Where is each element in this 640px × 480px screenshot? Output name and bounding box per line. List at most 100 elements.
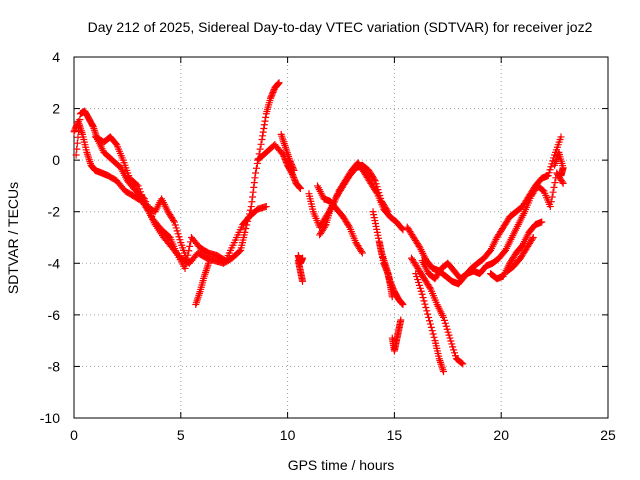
data-point xyxy=(260,124,268,132)
data-point xyxy=(73,139,81,147)
data-point xyxy=(299,277,307,285)
data-point xyxy=(445,331,453,339)
data-point xyxy=(425,313,433,321)
data-point xyxy=(376,192,384,200)
data-point xyxy=(274,80,282,88)
data-point xyxy=(235,247,243,255)
data-point xyxy=(288,161,296,169)
data-point xyxy=(267,94,275,102)
data-point xyxy=(259,132,267,140)
data-point xyxy=(71,126,79,134)
data-point xyxy=(546,166,554,174)
data-point xyxy=(384,208,392,216)
data-point xyxy=(261,117,269,125)
x-tick-label: 10 xyxy=(280,427,296,443)
data-point xyxy=(281,141,289,149)
data-point xyxy=(169,217,177,225)
data-point xyxy=(458,359,466,367)
series-track-d xyxy=(192,259,213,309)
data-point xyxy=(423,307,431,315)
data-point xyxy=(280,138,288,146)
data-point xyxy=(375,189,383,197)
data-point xyxy=(417,287,425,295)
series-track-u xyxy=(551,148,567,180)
x-axis-label: GPS time / hours xyxy=(288,457,395,473)
data-point xyxy=(547,198,555,206)
data-point xyxy=(250,183,258,191)
data-point xyxy=(373,228,381,236)
data-point xyxy=(278,134,286,142)
data-point xyxy=(192,299,200,307)
data-point xyxy=(397,316,405,324)
data-point xyxy=(443,325,451,333)
data-point xyxy=(290,166,298,174)
data-point xyxy=(252,169,260,177)
series-track-i xyxy=(316,161,392,239)
data-point xyxy=(545,169,553,177)
data-point xyxy=(249,188,257,196)
data-point xyxy=(174,230,182,238)
data-point xyxy=(290,173,298,181)
data-point xyxy=(287,159,295,167)
data-point xyxy=(137,188,145,196)
data-point xyxy=(371,177,379,185)
data-point xyxy=(85,156,93,164)
data-point xyxy=(75,127,83,135)
data-point xyxy=(398,300,406,308)
data-point xyxy=(420,297,428,305)
data-point xyxy=(440,368,448,376)
data-point xyxy=(436,358,444,366)
y-tick-label: -2 xyxy=(48,204,61,220)
data-point xyxy=(173,227,181,235)
data-point xyxy=(438,364,446,372)
y-tick-label: -8 xyxy=(48,358,61,374)
data-point xyxy=(421,300,429,308)
data-point xyxy=(380,261,388,269)
data-point xyxy=(171,221,179,229)
data-point xyxy=(141,200,149,208)
y-tick-label: 2 xyxy=(52,101,60,117)
data-point xyxy=(379,256,387,264)
data-point xyxy=(448,340,456,348)
data-point xyxy=(378,250,386,258)
data-point xyxy=(262,203,270,211)
series-track-j xyxy=(314,182,366,257)
data-point xyxy=(256,145,264,153)
data-point xyxy=(135,185,143,193)
data-point xyxy=(299,254,307,262)
data-point xyxy=(203,265,211,273)
data-point xyxy=(170,218,178,226)
data-point xyxy=(357,247,365,255)
data-point xyxy=(377,247,385,255)
data-point xyxy=(415,278,423,286)
y-tick-label: -4 xyxy=(48,255,61,271)
data-point xyxy=(84,152,92,160)
data-point xyxy=(258,136,266,144)
data-point xyxy=(83,150,91,158)
data-point xyxy=(148,213,156,221)
data-point xyxy=(373,183,381,191)
data-point xyxy=(288,162,296,170)
data-point xyxy=(269,88,277,96)
data-point xyxy=(194,293,202,301)
data-point xyxy=(416,284,424,292)
data-point xyxy=(377,245,385,253)
data-point xyxy=(74,133,82,141)
data-point xyxy=(418,290,426,298)
data-point xyxy=(414,275,422,283)
data-point xyxy=(382,265,390,273)
data-point xyxy=(375,234,383,242)
data-point xyxy=(375,239,383,247)
data-point xyxy=(369,208,377,216)
data-point xyxy=(547,163,555,171)
data-point xyxy=(247,203,255,211)
data-point xyxy=(277,130,285,138)
data-point xyxy=(201,270,209,278)
series-track-m xyxy=(375,239,396,301)
data-point xyxy=(358,249,366,257)
data-point xyxy=(76,116,84,124)
data-point xyxy=(262,113,270,121)
data-point xyxy=(345,222,353,230)
series-track-n xyxy=(388,316,405,355)
data-point xyxy=(250,179,258,187)
